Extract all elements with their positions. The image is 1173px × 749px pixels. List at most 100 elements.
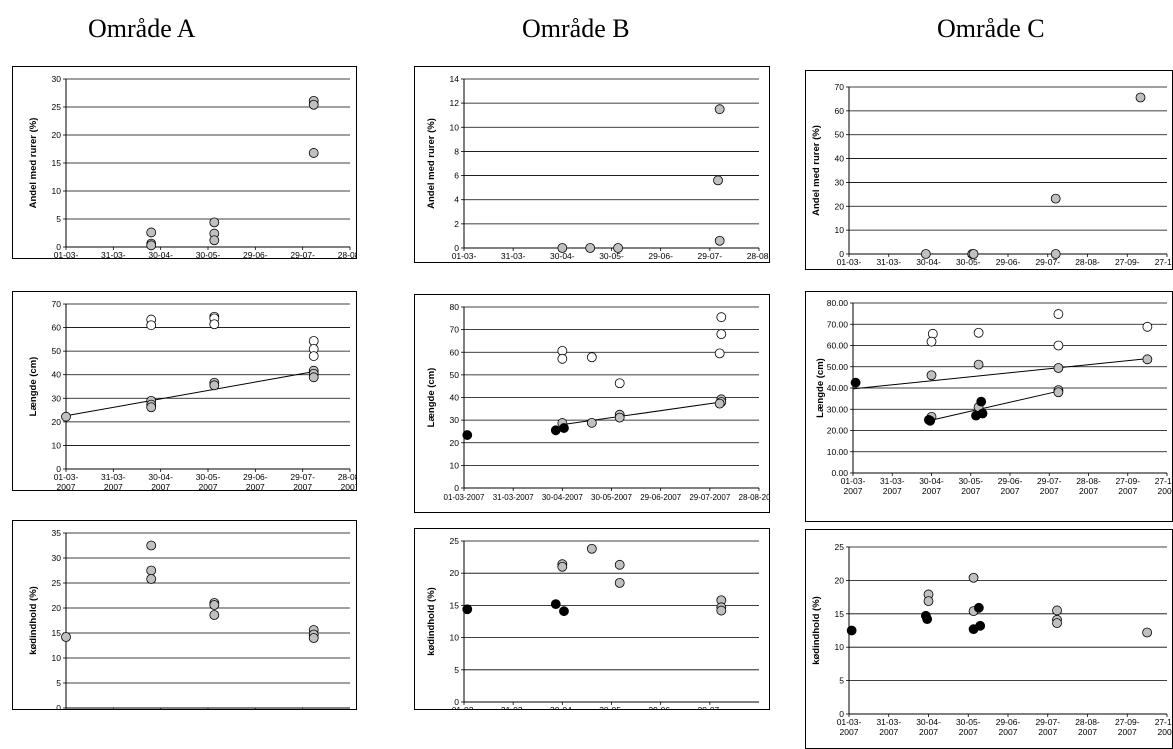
data-point <box>308 99 319 110</box>
y-tick-label: 20 <box>52 130 62 140</box>
y-tick-label: 0 <box>56 703 61 710</box>
data-point <box>209 380 220 391</box>
y-tick-label: 25 <box>52 102 62 112</box>
y-tick-label: 10 <box>52 440 62 450</box>
y-tick-label: 20 <box>835 201 845 211</box>
x-tick-label: 28-08-2007 <box>1075 717 1100 737</box>
x-tick-label: 29-06-2007 <box>996 717 1021 737</box>
chart-c-koed: 0 5 10 15 20 25 01-03-2007 31-03-2007 30-04-2007… <box>805 529 1173 749</box>
y-tick-label: 30 <box>52 393 62 403</box>
data-point <box>557 353 568 364</box>
x-tick-label: 29-07-2007 <box>1035 717 1060 737</box>
y-tick-label: 14 <box>450 74 460 84</box>
y-axis-label: kødindhold (%) <box>28 586 39 655</box>
data-point <box>1135 92 1146 103</box>
data-point <box>550 599 561 610</box>
chart-b-laengde: 0 10 20 30 40 50 60 70 80 01-03-2007 31-03-2007 30-… <box>414 294 770 513</box>
y-tick-label: 20 <box>835 575 845 585</box>
y-tick-label: 60.00 <box>827 341 849 351</box>
x-tick-label: 30-04-2007 <box>916 257 941 270</box>
y-tick-label: 10 <box>52 653 62 663</box>
data-point <box>716 605 727 616</box>
data-point <box>977 408 988 419</box>
y-tick-label: 20 <box>450 438 460 448</box>
data-point <box>1052 618 1062 629</box>
data-point <box>146 240 157 251</box>
data-point <box>308 148 319 158</box>
x-tick-label: 01-03-2007 <box>452 705 477 710</box>
y-tick-label: 25 <box>835 542 845 552</box>
x-tick-label: 01-03-2007 <box>54 250 79 259</box>
x-tick-label: 29-06-2007 <box>640 493 681 502</box>
x-tick-label: 29-06-2007 <box>648 705 673 710</box>
data-point <box>586 417 597 428</box>
x-tick-label: 01-03-2007 <box>837 717 862 737</box>
data-point <box>716 329 727 340</box>
x-tick-label: 27-10-2007 <box>1155 257 1173 270</box>
x-tick-label: 31-03-2007 <box>501 705 526 710</box>
y-axis-label: Andel med rurer (%) <box>28 118 39 209</box>
x-tick-label: 30-04-2007 <box>148 472 173 491</box>
data-point <box>713 175 723 186</box>
y-axis-label: Længde (cm) <box>28 357 39 417</box>
y-axis-label: Længde (cm) <box>815 358 826 418</box>
data-point <box>1053 363 1064 373</box>
y-tick-label: 15 <box>52 158 62 168</box>
chart-frame <box>805 529 1173 749</box>
y-tick-label: 2 <box>454 219 459 229</box>
x-tick-label: 30-05-2007 <box>956 257 981 270</box>
x-tick-label: 01-03-2007 <box>54 472 79 491</box>
data-point <box>973 602 984 613</box>
x-tick-label: 30-05-2007 <box>958 476 983 496</box>
chart-a-rurer: 0 5 10 15 20 25 30 01-03-2007 31-03-2007 30-04-20… <box>12 66 357 259</box>
y-axis-label: Længde (cm) <box>426 368 437 428</box>
y-tick-label: 20 <box>450 568 460 578</box>
x-tick-label: 29-06-2007 <box>996 257 1021 270</box>
data-point <box>926 370 937 381</box>
x-tick-label: 01-03-2007 <box>452 251 477 263</box>
x-tick-label: 29-06-2007 <box>648 251 673 263</box>
x-tick-label: 31-03-2007 <box>876 257 901 270</box>
data-point <box>850 377 861 388</box>
data-point <box>1142 627 1153 638</box>
data-point <box>146 320 157 331</box>
data-point <box>976 396 987 407</box>
x-tick-label: 31-03-2007 <box>101 472 126 491</box>
x-tick-label: 30-04-2007 <box>919 476 944 496</box>
data-point <box>613 243 623 253</box>
x-tick-label: 28-08-2007 <box>338 250 357 259</box>
y-tick-label: 15 <box>52 628 62 638</box>
y-tick-label: 6 <box>454 171 459 181</box>
x-tick-label: 29-07-2007 <box>1035 257 1060 270</box>
x-tick-label: 31-03-2007 <box>880 476 905 496</box>
y-tick-label: 30 <box>835 177 845 187</box>
chart-b-rurer: 0 2 4 6 8 10 12 14 01-03-2007 31-03-2007 30-04-200… <box>414 66 770 263</box>
y-tick-label: 0 <box>839 249 844 259</box>
y-axis-label: kødindhold (%) <box>426 587 437 656</box>
y-tick-label: 20 <box>52 417 62 427</box>
data-point <box>975 620 986 631</box>
chart-frame <box>414 528 770 710</box>
y-tick-label: 20.00 <box>827 426 849 436</box>
data-point <box>586 543 597 554</box>
y-tick-label: 40 <box>450 393 460 403</box>
x-tick-label: 30-04-2007 <box>550 251 575 263</box>
y-tick-label: 40 <box>52 370 62 380</box>
y-tick-label: 30 <box>450 415 460 425</box>
data-point <box>714 104 725 115</box>
data-point <box>714 235 725 246</box>
chart-a-koed: 0510152025303501-03-200731-03-200730-04-… <box>12 520 357 710</box>
area-title-a: Område A <box>88 14 196 43</box>
data-point <box>614 378 625 389</box>
data-point <box>308 372 319 383</box>
data-point <box>209 235 220 246</box>
data-point <box>926 336 937 347</box>
data-point <box>308 351 319 361</box>
data-point <box>209 217 220 228</box>
data-point <box>1053 340 1064 351</box>
data-point <box>146 402 157 413</box>
x-tick-label: 29-06-2007 <box>243 472 268 491</box>
y-tick-label: 70 <box>450 325 460 335</box>
x-tick-label: 30-04-2007 <box>148 250 173 259</box>
x-tick-label: 01-03-2007 <box>444 493 485 502</box>
